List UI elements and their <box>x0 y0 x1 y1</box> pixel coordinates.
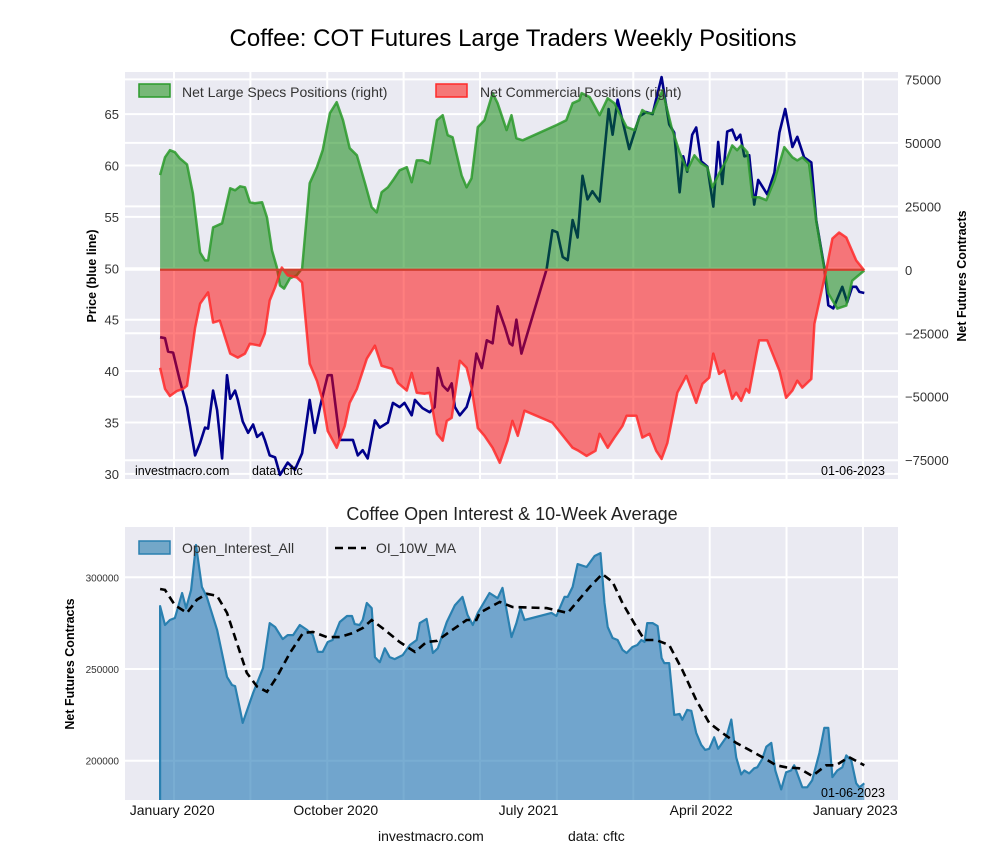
positions-chart: 30 35 40 45 50 55 60 65 75000 50000 25000 0 −25000 −… <box>85 72 969 482</box>
ma-line <box>159 572 865 778</box>
left-y-axis-label: Price (blue line) <box>85 229 99 322</box>
legend: Net Large Specs Positions (right) Net Co… <box>138 83 682 100</box>
left-y-tick-label: 60 <box>105 159 119 174</box>
x-ticks: January 2020 October 2020 July 2021 April 2… <box>130 802 898 818</box>
chart-title: Coffee: COT Futures Large Traders Weekly… <box>230 25 797 52</box>
commercial-line <box>158 231 866 465</box>
legend-label-ma: OI_10W_MA <box>376 540 457 556</box>
specs-line <box>158 89 866 310</box>
right-y-axis-label: Net Futures Contracts <box>955 210 969 341</box>
right-y-tick-label: −75000 <box>905 453 949 468</box>
open-interest-area <box>160 545 865 800</box>
left-y-tick-label: 55 <box>105 210 119 225</box>
x-tick-label: January 2020 <box>130 802 215 818</box>
x-tick-label: July 2021 <box>499 802 559 818</box>
left-y-tick-label: 45 <box>105 313 119 328</box>
y-tick-label: 300000 <box>86 573 120 584</box>
right-y-ticks: 75000 50000 25000 0 −25000 −50000 −75000 <box>905 72 949 468</box>
right-y-tick-label: −50000 <box>905 390 949 405</box>
open-interest-line <box>159 543 865 800</box>
x-tick-label: January 2023 <box>813 802 898 818</box>
left-y-tick-label: 40 <box>105 364 119 379</box>
source-note: data: cftc <box>252 464 303 478</box>
right-y-tick-label: 0 <box>905 263 912 278</box>
series-layer <box>158 75 866 477</box>
footer-source: data: cftc <box>568 828 625 844</box>
y-tick-label: 200000 <box>86 757 120 768</box>
left-y-tick-label: 65 <box>105 107 119 122</box>
watermark: investmacro.com <box>135 464 229 478</box>
left-y-tick-label: 35 <box>105 415 119 430</box>
legend-swatch-specs <box>138 83 171 98</box>
legend-swatch-commercial <box>435 83 468 98</box>
right-y-tick-label: 75000 <box>905 72 941 87</box>
commercial-area <box>160 232 865 463</box>
x-tick-label: April 2022 <box>670 802 733 818</box>
legend-label-specs: Net Large Specs Positions (right) <box>182 84 387 100</box>
date-label: 01-06-2023 <box>821 786 885 800</box>
left-y-tick-label: 30 <box>105 467 119 482</box>
y-axis-label: Net Futures Contracts <box>63 598 77 729</box>
y-ticks: 200000 250000 300000 <box>86 573 120 767</box>
legend: Open_Interest_All OI_10W_MA <box>138 540 457 556</box>
legend-swatch-open-interest <box>138 540 171 555</box>
series-layer <box>159 543 865 800</box>
legend-label-commercial: Net Commercial Positions (right) <box>480 84 682 100</box>
open-interest-chart: 200000 250000 300000 January 2020 October 2… <box>63 527 898 818</box>
right-y-tick-label: 50000 <box>905 136 941 151</box>
legend-label-open-interest: Open_Interest_All <box>182 540 294 556</box>
right-y-tick-label: −25000 <box>905 326 949 341</box>
x-tick-label: October 2020 <box>293 802 378 818</box>
right-y-tick-label: 25000 <box>905 199 941 214</box>
left-y-ticks: 30 35 40 45 50 55 60 65 <box>105 107 119 482</box>
specs-area <box>160 90 865 309</box>
left-y-tick-label: 50 <box>105 261 119 276</box>
date-label: 01-06-2023 <box>821 464 885 478</box>
footer-site: investmacro.com <box>378 828 484 844</box>
y-tick-label: 250000 <box>86 665 120 676</box>
open-interest-title: Coffee Open Interest & 10-Week Average <box>346 504 677 524</box>
